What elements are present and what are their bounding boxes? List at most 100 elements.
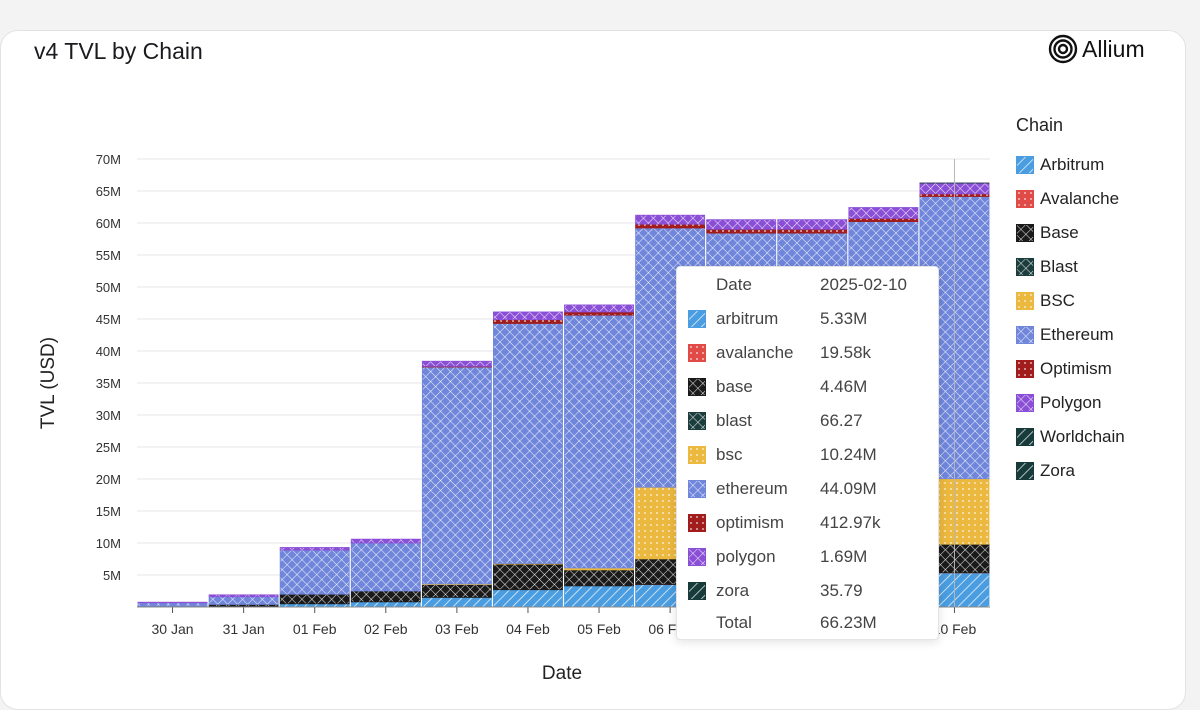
legend-swatch-icon [1016,292,1034,310]
bar-segment-polygon[interactable] [422,361,491,366]
tooltip-series-value: 4.46M [820,377,867,397]
bar-segment-polygon[interactable] [707,220,776,230]
bar-segment-polygon[interactable] [280,547,349,550]
bar-stack-03-feb[interactable] [422,361,491,607]
tooltip-date-value: 2025-02-10 [820,275,907,295]
bar-segment-base[interactable] [351,591,420,602]
tooltip-series-value: 44.09M [820,479,877,499]
bar-segment-optimism[interactable] [636,224,705,228]
bar-segment-ethereum[interactable] [280,550,349,594]
bar-segment-polygon[interactable] [209,595,278,597]
tooltip-row-bsc: bsc 10.24M [677,438,938,472]
tooltip-series-name: ethereum [716,479,788,499]
bar-stack-04-feb[interactable] [493,312,562,607]
tooltip-series-name: polygon [716,547,776,567]
y-tick-label: 55M [96,248,121,263]
legend-label: Ethereum [1040,325,1114,345]
tooltip-series-value: 35.79 [820,581,863,601]
tooltip-series-name: blast [716,411,752,431]
tooltip-swatch-icon [688,514,706,532]
y-tick-label: 5M [103,568,121,583]
bar-stack-02-feb[interactable] [351,539,420,607]
legend-item-bsc[interactable]: BSC [1016,284,1181,318]
bar-segment-ethereum[interactable] [422,367,491,584]
x-tick-label: 10 Feb [933,621,977,637]
bar-stack-31-jan[interactable] [209,595,278,607]
tooltip-series-name: arbitrum [716,309,778,329]
legend-item-avalanche[interactable]: Avalanche [1016,182,1181,216]
bar-segment-ethereum[interactable] [565,315,634,568]
tooltip-series-value: 412.97k [820,513,881,533]
bar-segment-arbitrum[interactable] [493,590,562,607]
bar-segment-arbitrum[interactable] [565,586,634,607]
legend-item-base[interactable]: Base [1016,216,1181,250]
legend-label: Polygon [1040,393,1101,413]
bar-segment-optimism[interactable] [849,218,918,221]
bar-stack-01-feb[interactable] [280,547,349,607]
legend-item-ethereum[interactable]: Ethereum [1016,318,1181,352]
y-tick-label: 70M [96,152,121,167]
bar-segment-ethereum[interactable] [493,323,562,563]
y-tick-label: 60M [96,216,121,231]
bar-segment-polygon[interactable] [849,208,918,219]
bar-segment-polygon[interactable] [778,220,847,230]
tooltip-row-blast: blast 66.27 [677,404,938,438]
y-tick-label: 45M [96,312,121,327]
legend-swatch-icon [1016,428,1034,446]
legend-item-arbitrum[interactable]: Arbitrum [1016,148,1181,182]
legend-item-zora[interactable]: Zora [1016,454,1181,488]
bar-segment-optimism[interactable] [707,229,776,233]
tooltip-swatch-icon [688,412,706,430]
y-tick-label: 10M [96,536,121,551]
bar-segment-polygon[interactable] [565,305,634,312]
legend-label: Base [1040,223,1079,243]
y-tick-label: 30M [96,408,121,423]
bar-segment-optimism[interactable] [493,320,562,324]
bar-segment-polygon[interactable] [138,602,207,603]
x-axis-title: Date [542,663,582,681]
bar-segment-ethereum[interactable] [138,603,207,606]
bar-segment-base[interactable] [493,564,562,590]
legend-label: Arbitrum [1040,155,1104,175]
bar-segment-polygon[interactable] [493,312,562,320]
legend-swatch-icon [1016,190,1034,208]
tooltip-total-row: Total 66.23M [677,606,938,640]
bar-segment-base[interactable] [280,594,349,604]
legend-label: Avalanche [1040,189,1119,209]
bar-stack-30-jan[interactable] [138,602,207,607]
legend-swatch-icon [1016,326,1034,344]
tooltip-swatch-icon [688,548,706,566]
x-tick-label: 30 Jan [152,621,194,637]
bar-segment-arbitrum[interactable] [351,602,420,607]
bar-segment-polygon[interactable] [351,539,420,543]
bar-segment-optimism[interactable] [565,312,634,315]
bar-segment-arbitrum[interactable] [422,597,491,607]
x-tick-label: 02 Feb [364,621,408,637]
legend-label: Optimism [1040,359,1112,379]
bar-stack-05-feb[interactable] [565,305,634,607]
bar-segment-ethereum[interactable] [209,597,278,605]
bar-segment-base[interactable] [422,585,491,598]
y-tick-label: 50M [96,280,121,295]
legend-item-polygon[interactable]: Polygon [1016,386,1181,420]
bar-segment-polygon[interactable] [636,215,705,224]
bar-segment-optimism[interactable] [778,229,847,233]
legend-item-worldchain[interactable]: Worldchain [1016,420,1181,454]
legend-item-blast[interactable]: Blast [1016,250,1181,284]
tooltip-series-value: 10.24M [820,445,877,465]
tooltip-date-label: Date [716,275,752,295]
legend-label: Worldchain [1040,427,1125,447]
legend-item-optimism[interactable]: Optimism [1016,352,1181,386]
tooltip-swatch-icon [688,480,706,498]
bar-segment-ethereum[interactable] [351,543,420,591]
tooltip-series-name: bsc [716,445,742,465]
tooltip-series-value: 66.27 [820,411,863,431]
tooltip-total-label: Total [716,613,752,633]
y-tick-label: 65M [96,184,121,199]
bar-segment-base[interactable] [565,570,634,586]
